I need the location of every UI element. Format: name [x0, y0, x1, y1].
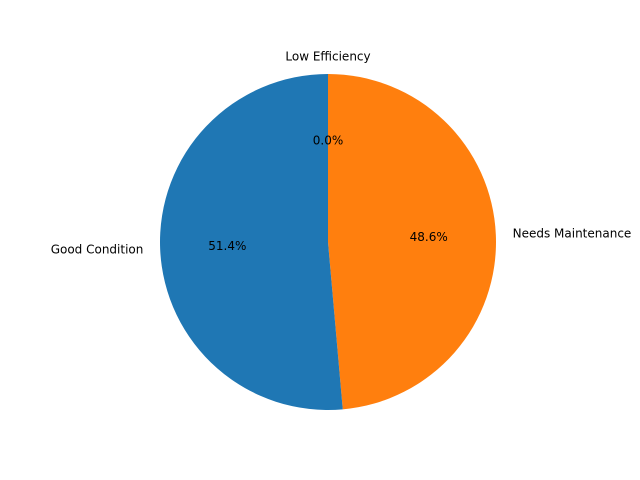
pie-slice-good-condition — [160, 74, 343, 410]
pie-slices — [160, 74, 497, 410]
pie-slice-needs-maintenance — [328, 74, 497, 410]
pie-labels: Low Efficiency 0.0% Needs Maintenance 48.6%… — [51, 50, 632, 257]
slice-label-needs-maintenance: Needs Maintenance — [513, 226, 632, 240]
slice-label-low-efficiency: Low Efficiency — [285, 50, 370, 64]
pct-label-needs-maintenance: 48.6% — [410, 230, 448, 244]
pct-label-good-condition: 51.4% — [208, 239, 246, 253]
slice-label-good-condition: Good Condition — [51, 243, 144, 257]
pct-label-low-efficiency: 0.0% — [313, 134, 344, 148]
